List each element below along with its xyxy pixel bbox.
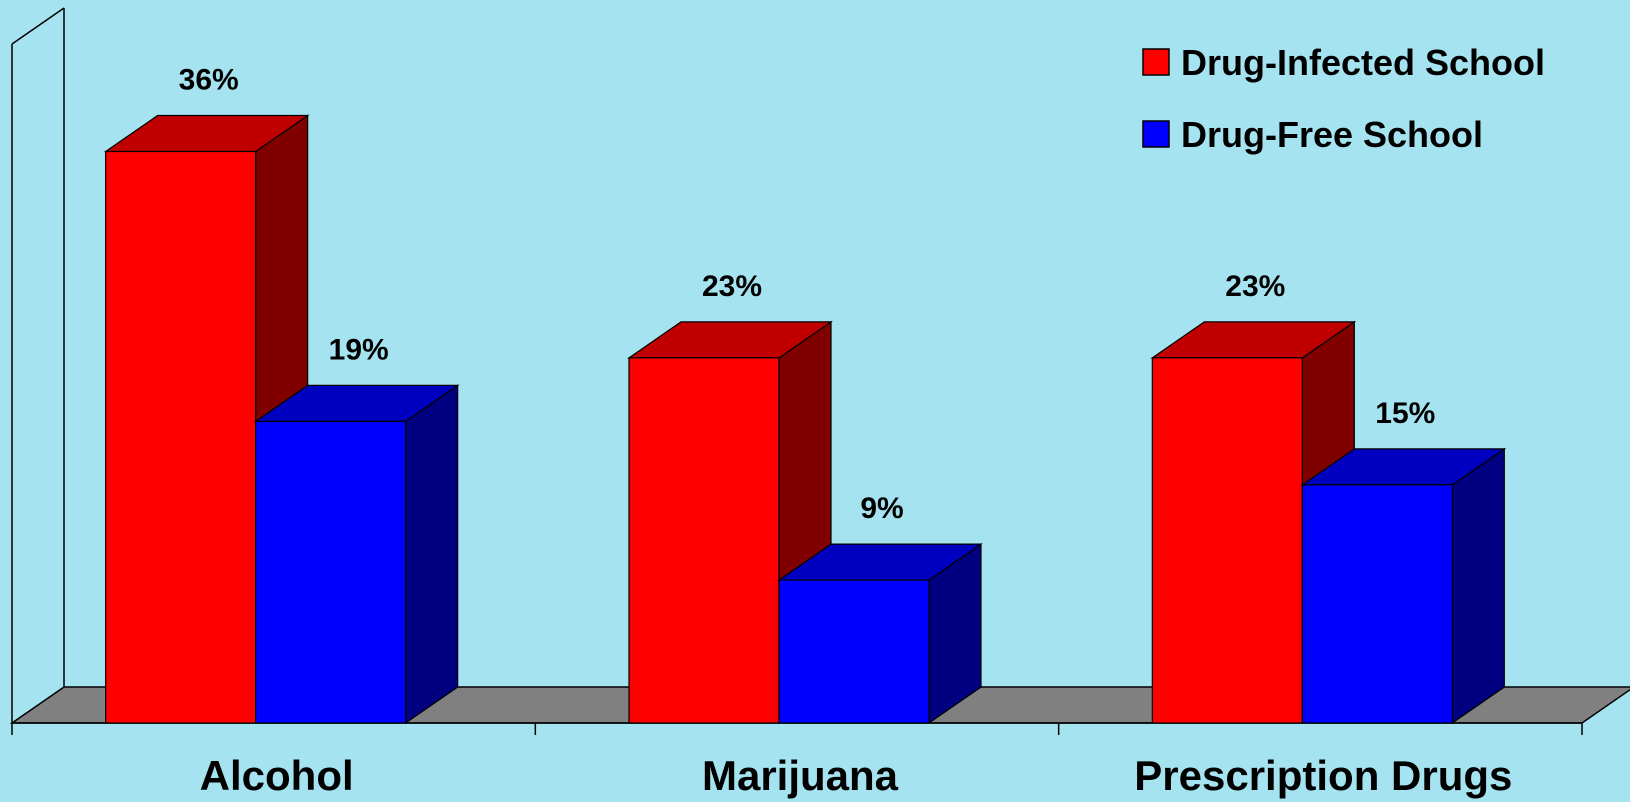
legend-swatch — [1142, 120, 1170, 148]
legend-swatch — [1142, 48, 1170, 76]
data-label: 15% — [1375, 397, 1435, 430]
legend: Drug-Infected School Drug-Free School — [1142, 42, 1545, 155]
data-label: 19% — [329, 333, 389, 366]
bar-front — [1301, 484, 1453, 724]
bar-front — [1151, 357, 1303, 724]
bar-side — [405, 384, 459, 725]
side-wall-top-edge — [11, 7, 65, 45]
bar — [253, 384, 460, 725]
bar-front — [628, 357, 780, 724]
bar — [1300, 447, 1507, 725]
category-label: Alcohol — [200, 752, 354, 799]
data-labels: 36% 19% 23% 9% 23% 15% — [179, 64, 1436, 526]
bar-side — [1451, 447, 1505, 725]
category-label: Marijuana — [702, 752, 899, 799]
legend-label: Drug-Free School — [1181, 114, 1483, 155]
legend-item: Drug-Infected School — [1142, 42, 1545, 83]
data-label: 23% — [702, 270, 762, 303]
bar-front — [255, 420, 407, 724]
data-label: 23% — [1225, 270, 1285, 303]
legend-label: Drug-Infected School — [1181, 42, 1545, 83]
category-labels: Alcohol Marijuana Prescription Drugs — [200, 752, 1513, 799]
category-label: Prescription Drugs — [1134, 752, 1512, 799]
legend-item: Drug-Free School — [1142, 114, 1483, 155]
bar — [777, 542, 983, 725]
bar-series — [103, 114, 1507, 725]
bar-front — [105, 150, 257, 724]
bar-front — [778, 579, 930, 724]
data-label: 9% — [860, 492, 903, 525]
data-label: 36% — [179, 64, 239, 97]
